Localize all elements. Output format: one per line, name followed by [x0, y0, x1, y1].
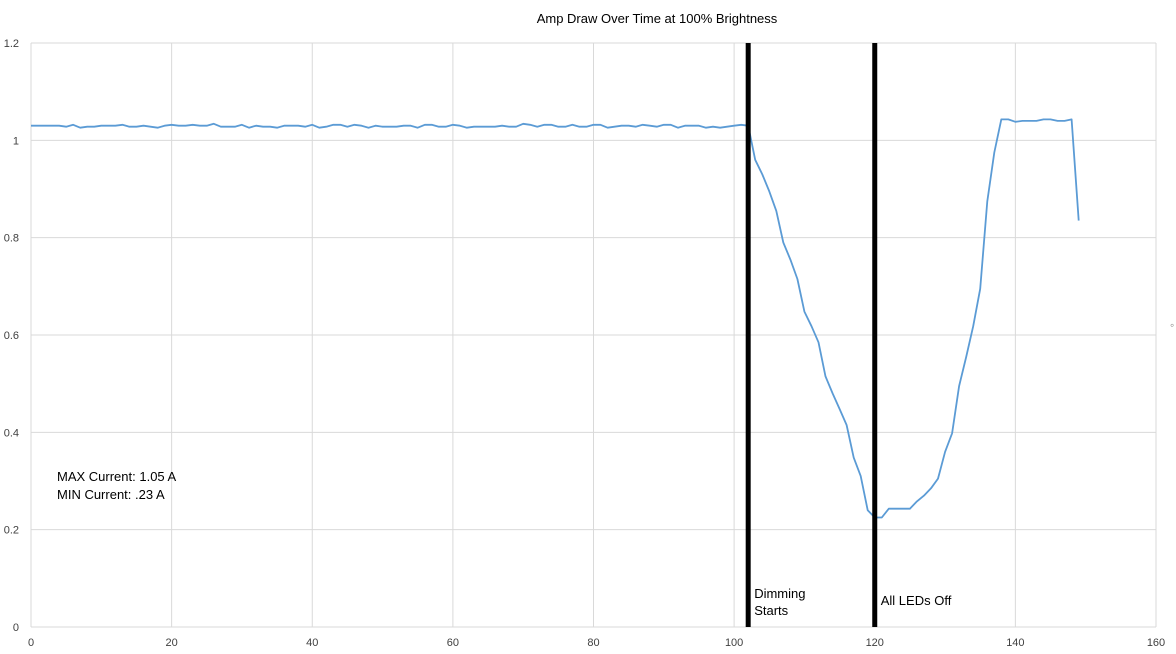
gridlines	[30, 42, 1157, 628]
x-tick-label: 100	[725, 637, 743, 649]
vertical-marker-label: Dimming Starts	[754, 586, 805, 618]
max-current-annotation: MAX Current: 1.05 A	[57, 469, 177, 484]
x-tick-label: 160	[1147, 637, 1165, 649]
series-layer	[31, 118, 1080, 519]
x-tick-label: 40	[306, 637, 318, 649]
x-tick-label: 0	[28, 637, 34, 649]
series-line-amp-draw	[31, 118, 1080, 519]
y-tick-label: 0.2	[4, 525, 19, 537]
x-tick-label: 120	[866, 637, 884, 649]
y-tick-label: 0.6	[4, 330, 19, 342]
y-tick-label: 0.8	[4, 233, 19, 245]
y-tick-label: 0	[13, 622, 19, 634]
x-tick-label: 60	[447, 637, 459, 649]
x-tick-label: 20	[166, 637, 178, 649]
right-edge-handle: ◦	[1170, 318, 1175, 332]
x-tick-label: 140	[1006, 637, 1024, 649]
chart-title: Amp Draw Over Time at 100% Brightness	[537, 11, 778, 26]
vertical-markers: Dimming Starts All LEDs Off	[745, 43, 952, 627]
y-tick-label: 1	[13, 135, 19, 147]
y-tick-label: 1.2	[4, 38, 19, 50]
min-current-annotation: MIN Current: .23 A	[57, 487, 165, 502]
axis-tick-labels: 0 0.2 0.4 0.6 0.8 1 1.2 0 20 40 60 80 100 120 140 160	[4, 38, 1165, 649]
y-tick-label: 0.4	[4, 427, 19, 439]
current-annotations: MAX Current: 1.05 A MIN Current: .23 A	[57, 469, 177, 502]
x-tick-label: 80	[587, 637, 599, 649]
vertical-marker-label: All LEDs Off	[881, 593, 952, 608]
